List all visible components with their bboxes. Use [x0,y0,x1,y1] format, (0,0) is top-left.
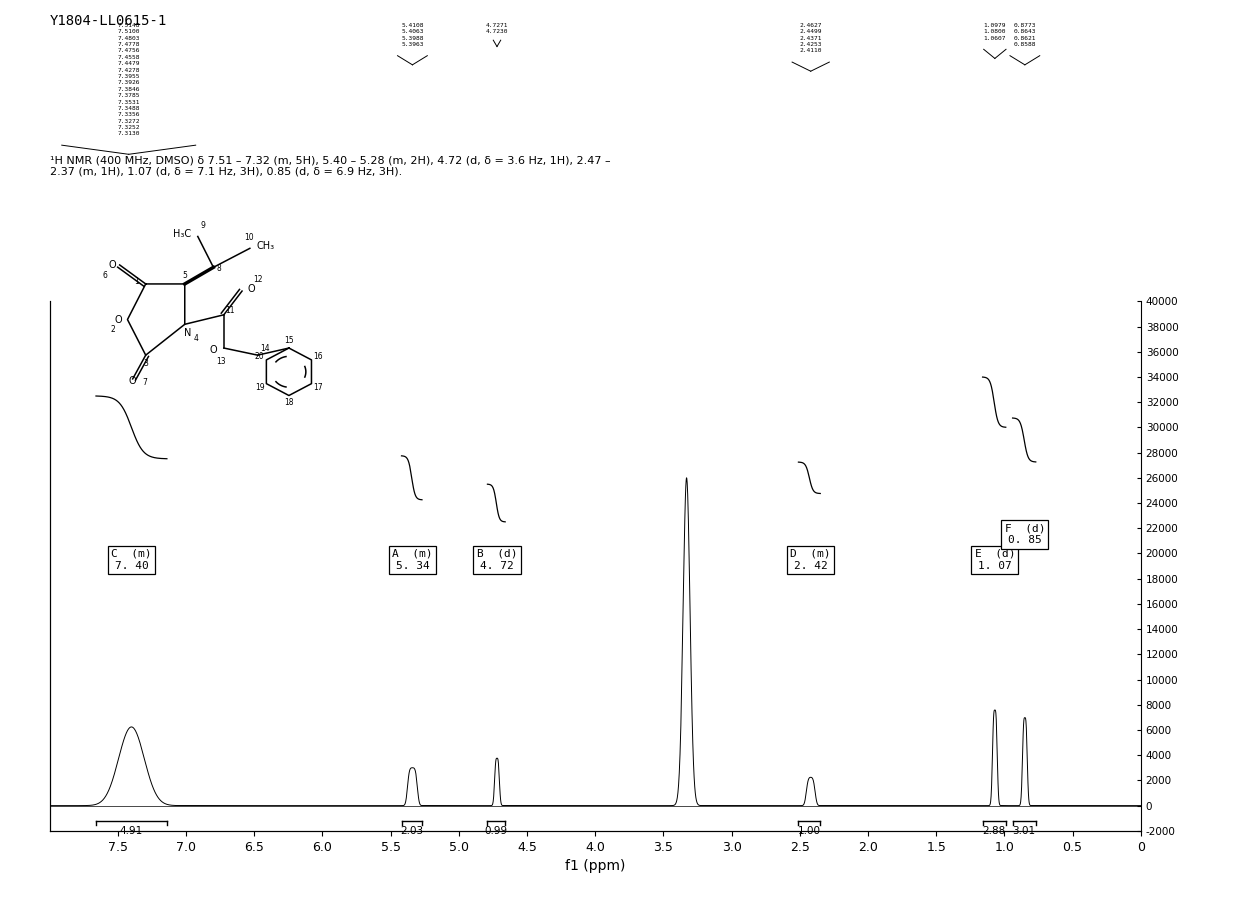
Text: 0.8643: 0.8643 [1013,29,1037,34]
Text: 13: 13 [217,357,226,365]
Text: 7.3272: 7.3272 [118,119,140,123]
Text: 7.5100: 7.5100 [118,29,140,34]
Text: D  (m)
2. 42: D (m) 2. 42 [790,549,831,571]
Text: 4.7230: 4.7230 [486,29,508,34]
Text: 15: 15 [284,336,294,345]
Text: 7: 7 [141,378,146,387]
Text: 9: 9 [201,221,206,230]
Text: 12: 12 [253,275,263,284]
Text: 3.01: 3.01 [1013,825,1035,835]
Text: 7.4756: 7.4756 [118,48,140,53]
Text: 2.4371: 2.4371 [800,36,822,40]
Text: 4: 4 [193,334,198,343]
Text: 17: 17 [314,383,324,392]
Text: 7.3955: 7.3955 [118,74,140,79]
Text: H₃C: H₃C [174,229,191,239]
Text: O: O [129,376,136,386]
Text: 7.3252: 7.3252 [118,125,140,130]
Text: O: O [108,260,115,270]
Text: 0.99: 0.99 [485,825,508,835]
Text: 0.8621: 0.8621 [1013,36,1037,40]
Text: 10: 10 [244,233,253,242]
Text: 7.3846: 7.3846 [118,87,140,91]
Text: 7.3531: 7.3531 [118,100,140,104]
Text: O: O [247,284,255,294]
Text: 7.3356: 7.3356 [118,112,140,117]
Text: 2: 2 [110,324,115,333]
Text: 7.4803: 7.4803 [118,36,140,40]
Text: 5.4063: 5.4063 [402,29,424,34]
Text: CH₃: CH₃ [257,241,274,251]
Text: 2.4627: 2.4627 [800,23,822,27]
Text: 16: 16 [314,352,324,361]
Text: 5: 5 [182,271,187,280]
Text: 18: 18 [284,398,294,407]
Text: 20: 20 [254,352,264,361]
Text: 7.3130: 7.3130 [118,131,140,136]
Text: 8: 8 [216,264,221,273]
Text: F  (d)
0. 85: F (d) 0. 85 [1004,524,1045,545]
Text: 4.7271: 4.7271 [486,23,508,27]
Text: 7.3488: 7.3488 [118,106,140,110]
Text: B  (d)
4. 72: B (d) 4. 72 [476,549,517,571]
Text: 5.3963: 5.3963 [402,42,424,47]
Text: 7.3926: 7.3926 [118,80,140,85]
Text: 3: 3 [144,359,148,368]
Text: 7.4778: 7.4778 [118,42,140,47]
Text: 1.0979: 1.0979 [983,23,1006,27]
Text: 2.88: 2.88 [982,825,1006,835]
Text: 11: 11 [226,306,236,315]
Text: N: N [184,328,191,338]
Text: 1.00: 1.00 [797,825,821,835]
Text: 7.4558: 7.4558 [118,55,140,59]
Text: O: O [114,315,123,324]
Text: 2.4253: 2.4253 [800,42,822,47]
Text: 6: 6 [103,271,108,280]
Text: E  (d)
1. 07: E (d) 1. 07 [975,549,1016,571]
Text: 1: 1 [134,277,139,286]
Text: 5.4108: 5.4108 [402,23,424,27]
Text: O: O [210,345,217,355]
Text: 5.3988: 5.3988 [402,36,424,40]
Text: 2.4499: 2.4499 [800,29,822,34]
Text: 1.0607: 1.0607 [983,36,1006,40]
Text: 14: 14 [260,343,270,352]
Text: 7.4278: 7.4278 [118,68,140,72]
Text: 2.4110: 2.4110 [800,48,822,53]
Text: 4.91: 4.91 [120,825,143,835]
Text: 7.3785: 7.3785 [118,93,140,98]
Text: 7.4479: 7.4479 [118,61,140,66]
Text: 19: 19 [254,383,264,392]
Text: 2.03: 2.03 [401,825,423,835]
Text: Y1804-LL0615-1: Y1804-LL0615-1 [50,14,167,27]
Text: 0.8773: 0.8773 [1013,23,1037,27]
Text: 0.8588: 0.8588 [1013,42,1037,47]
Text: A  (m)
5. 34: A (m) 5. 34 [392,549,433,571]
Text: ¹H NMR (400 MHz, DMSO) δ 7.51 – 7.32 (m, 5H), 5.40 – 5.28 (m, 2H), 4.72 (d, δ = : ¹H NMR (400 MHz, DMSO) δ 7.51 – 7.32 (m,… [50,155,610,177]
X-axis label: f1 (ppm): f1 (ppm) [565,859,625,873]
Text: 1.0800: 1.0800 [983,29,1006,34]
Text: 7.5148: 7.5148 [118,23,140,27]
Text: C  (m)
7. 40: C (m) 7. 40 [112,549,151,571]
